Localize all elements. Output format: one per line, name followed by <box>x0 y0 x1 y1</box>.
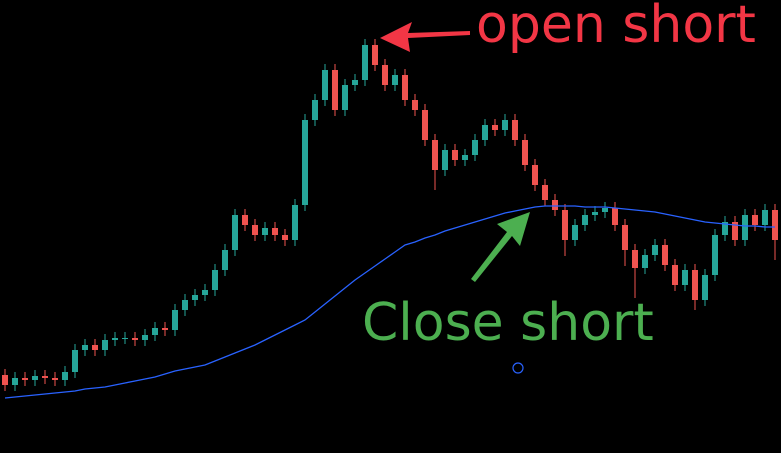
candle-body <box>22 378 28 380</box>
candle-body <box>162 328 168 330</box>
candle-body <box>12 378 18 385</box>
candle-body <box>312 100 318 120</box>
candle-body <box>302 120 308 205</box>
candle-body <box>732 222 738 240</box>
candle-body <box>712 235 718 275</box>
candle-body <box>252 225 258 235</box>
annotation: Close short <box>362 293 654 353</box>
candle-body <box>322 70 328 100</box>
candle-body <box>422 110 428 140</box>
candle-body <box>332 70 338 110</box>
candle-body <box>512 120 518 140</box>
candle-body <box>32 376 38 380</box>
candle-body <box>192 295 198 300</box>
candle-body <box>622 225 628 250</box>
candle-body <box>462 155 468 160</box>
candle-body <box>392 75 398 85</box>
candle-body <box>692 270 698 300</box>
candle-body <box>442 150 448 170</box>
candle-body <box>612 208 618 225</box>
candle-body <box>262 228 268 235</box>
candle-body <box>522 140 528 165</box>
candle-body <box>232 215 238 250</box>
candle-body <box>582 215 588 225</box>
candle-body <box>342 85 348 110</box>
candle-body <box>452 150 458 160</box>
candle-body <box>642 255 648 268</box>
candle-body <box>602 208 608 212</box>
candle-body <box>172 310 178 330</box>
candle-body <box>542 185 548 200</box>
candle-body <box>472 140 478 155</box>
candle-body <box>42 376 48 378</box>
candle-body <box>132 338 138 340</box>
candles <box>2 39 778 391</box>
candle-body <box>112 338 118 340</box>
candle-body <box>242 215 248 225</box>
candle-body <box>562 210 568 240</box>
candle-body <box>272 228 278 235</box>
candle-body <box>222 250 228 270</box>
candle-body <box>372 45 378 65</box>
candle-body <box>572 225 578 240</box>
candle-body <box>772 210 778 240</box>
candle-body <box>532 165 538 185</box>
candle-body <box>762 210 768 225</box>
candle-body <box>672 265 678 285</box>
candle-body <box>592 212 598 215</box>
arrow <box>380 22 470 52</box>
candle-body <box>742 215 748 240</box>
candle-body <box>432 140 438 170</box>
marker <box>512 362 524 374</box>
candle-body <box>52 378 58 380</box>
candle-body <box>202 290 208 295</box>
candle-body <box>382 65 388 85</box>
candle-body <box>502 120 508 130</box>
candle-body <box>482 125 488 140</box>
candle-body <box>352 80 358 85</box>
candle-body <box>182 300 188 310</box>
candle-body <box>682 270 688 285</box>
candle-body <box>652 245 658 255</box>
candle-body <box>362 45 368 80</box>
candle-body <box>662 245 668 265</box>
candle-body <box>632 250 638 268</box>
candle-body <box>552 200 558 210</box>
candle-body <box>282 235 288 240</box>
candle-body <box>2 375 8 385</box>
candle-body <box>142 335 148 340</box>
candle-body <box>492 125 498 130</box>
moving-average <box>4 205 775 399</box>
candle-body <box>722 222 728 235</box>
candle-body <box>92 345 98 350</box>
candle-body <box>412 100 418 110</box>
candle-body <box>752 215 758 225</box>
candle-body <box>402 75 408 100</box>
candle-body <box>82 345 88 350</box>
candle-body <box>212 270 218 290</box>
annotation: open short <box>476 0 756 55</box>
candle-body <box>292 205 298 240</box>
candle-body <box>152 328 158 335</box>
arrow <box>471 212 530 282</box>
candle-body <box>102 340 108 350</box>
candle-body <box>122 338 128 339</box>
candle-body <box>72 350 78 372</box>
candle-body <box>62 372 68 380</box>
candle-body <box>702 275 708 300</box>
